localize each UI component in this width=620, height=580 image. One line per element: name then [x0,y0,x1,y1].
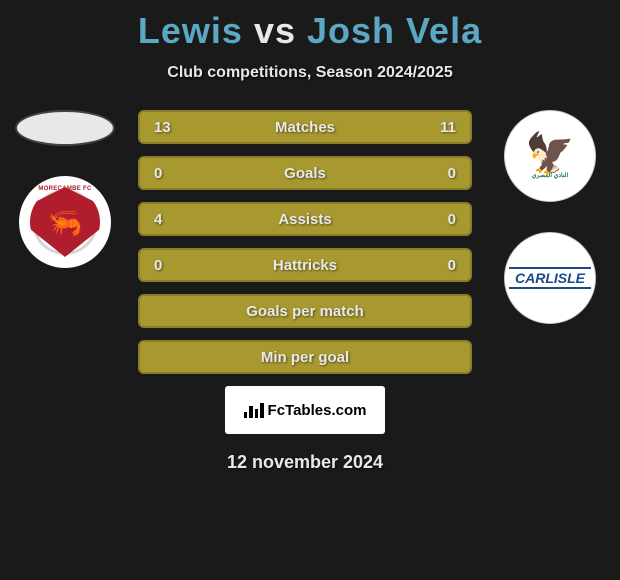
season-subtitle: Club competitions, Season 2024/2025 [0,64,620,82]
stat-label: Assists [278,211,331,228]
club-badge-morecambe: MORECAMBE FC 🦐 [19,176,111,268]
stat-right-value: 0 [448,165,456,182]
stat-row-matches: 13 Matches 11 [138,110,472,144]
stat-right-value: 11 [440,119,456,136]
stat-label: Hattricks [273,257,337,274]
stat-right-value: 0 [448,257,456,274]
club-badge-almasry: 🦅 النادي المصري [504,110,596,202]
right-column: 🦅 النادي المصري CARLISLE [490,110,610,473]
stat-label: Min per goal [154,349,456,366]
stat-label: Matches [275,119,335,136]
bar-chart-icon [244,402,264,418]
player1-avatar [15,110,115,146]
shrimp-icon: 🦐 [48,206,83,239]
content-area: MORECAMBE FC 🦐 13 Matches 11 0 Goals 0 4… [0,110,620,473]
comparison-title: Lewis vs Josh Vela [0,0,620,52]
stat-row-goals-per-match: Goals per match [138,294,472,328]
stat-left-value: 4 [154,211,162,228]
stat-label: Goals per match [154,303,456,320]
player2-name: Josh Vela [307,10,482,51]
almasry-label: النادي المصري [532,172,568,179]
branding-text: FcTables.com [268,402,367,419]
stat-label: Goals [284,165,326,182]
date-label: 12 november 2024 [138,452,472,473]
left-column: MORECAMBE FC 🦐 [10,110,120,473]
stat-right-value: 0 [448,211,456,228]
carlisle-label: CARLISLE [509,267,591,289]
versus-label: vs [254,10,296,51]
morecambe-shield: 🦐 [30,187,100,257]
fctables-logo: FcTables.com [244,402,367,419]
stat-left-value: 13 [154,119,171,136]
stat-row-goals: 0 Goals 0 [138,156,472,190]
stat-left-value: 0 [154,257,162,274]
stat-row-assists: 4 Assists 0 [138,202,472,236]
eagle-icon: 🦅 [525,134,575,174]
branding-band: FcTables.com [225,386,385,434]
stats-column: 13 Matches 11 0 Goals 0 4 Assists 0 0 Ha… [120,110,490,473]
club-badge-carlisle: CARLISLE [504,232,596,324]
stat-row-min-per-goal: Min per goal [138,340,472,374]
almasry-inner: 🦅 النادي المصري [511,117,589,195]
stat-left-value: 0 [154,165,162,182]
stat-row-hattricks: 0 Hattricks 0 [138,248,472,282]
player1-name: Lewis [138,10,243,51]
